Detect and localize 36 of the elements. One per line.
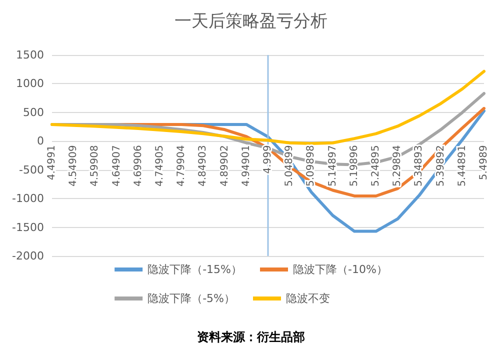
x-tick-label: 4.4991 xyxy=(46,145,58,180)
x-tick-label: 4.74905 xyxy=(154,145,166,186)
x-tick-label: 4.69906 xyxy=(132,145,144,186)
y-tick-label: -1000 xyxy=(12,192,44,206)
x-tick-label: 4.999 xyxy=(262,145,274,174)
y-tick-label: 1500 xyxy=(16,48,44,62)
legend-label: 隐波下降（-15%） xyxy=(148,263,242,276)
x-tick-label: 4.79904 xyxy=(176,145,188,186)
legend-label: 隐波下降（-5%） xyxy=(148,292,236,305)
x-tick-label: 5.44891 xyxy=(456,145,468,186)
x-tick-label: 5.04899 xyxy=(284,145,296,186)
text: 资料来源：衍生品部 xyxy=(197,330,305,344)
legend-label: 隐波下降（-10%） xyxy=(293,263,388,276)
x-tick-label: 4.54909 xyxy=(68,145,80,186)
x-tick-label: 5.29894 xyxy=(392,145,404,186)
x-tick-label: 4.64907 xyxy=(111,145,122,186)
x-tick-label: 5.19896 xyxy=(348,145,360,186)
x-tick-label: 4.94901 xyxy=(240,145,252,186)
x-tick-label: 5.39892 xyxy=(435,145,446,186)
x-tick-label: 5.24895 xyxy=(370,145,382,186)
x-tick-label: 5.09898 xyxy=(306,145,317,186)
y-tick-label: -1500 xyxy=(12,220,44,234)
chart-title: 一天后策略盈亏分析 xyxy=(174,12,328,32)
y-tick-label: -500 xyxy=(19,163,44,176)
y-tick-label: -2000 xyxy=(12,250,44,262)
line-series xyxy=(50,70,486,145)
x-tick-label: 4.84903 xyxy=(198,145,209,186)
x-tick-label: 5.4989 xyxy=(478,145,490,180)
x-tick-label: 4.89902 xyxy=(219,145,230,186)
x-tick-label: 5.14897 xyxy=(327,145,338,186)
y-tick-label: 1000 xyxy=(16,77,44,90)
x-tick-label: 4.59908 xyxy=(90,145,101,186)
x-tick-label: 5.34893 xyxy=(414,145,425,186)
y-tick-label: 0 xyxy=(37,134,44,148)
y-tick-label: 500 xyxy=(23,106,44,119)
legend-label: 隐波不变 xyxy=(286,292,330,305)
